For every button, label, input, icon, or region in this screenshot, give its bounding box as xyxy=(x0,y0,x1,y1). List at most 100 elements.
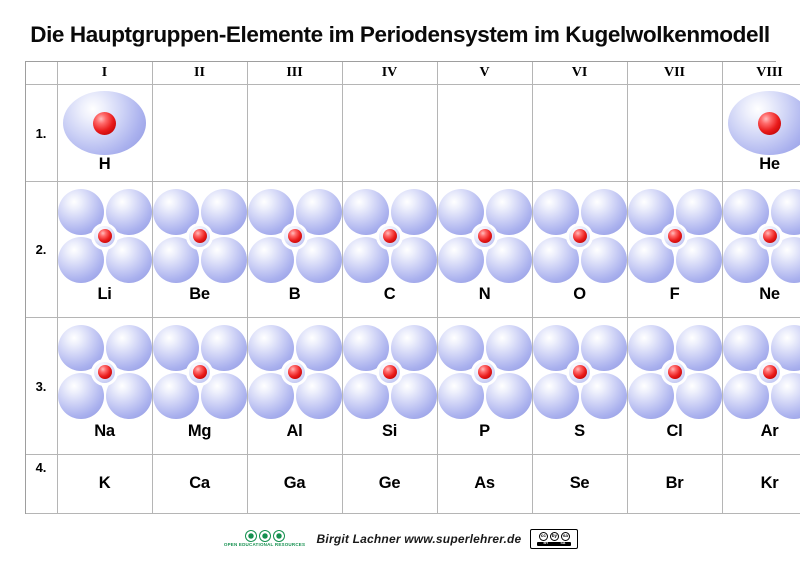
periodic-table: I II III IV V VI VII VIII 1. H He 2. Li Be B C N O F Ne 3. Na… xyxy=(24,61,800,514)
oer-circle-icon xyxy=(272,530,285,542)
electron-cloud-icon xyxy=(342,325,389,371)
element-cell-Ne: Ne xyxy=(722,182,800,318)
nucleus-icon xyxy=(382,229,397,243)
element-cell-Ge: Ge xyxy=(342,455,438,514)
element-cell-Ga: Ga xyxy=(247,455,343,514)
atom-model-four-clouds xyxy=(627,189,722,283)
electron-cloud-icon xyxy=(722,237,769,283)
element-symbol: Na xyxy=(94,422,115,440)
element-cell-empty xyxy=(342,85,438,182)
nucleus-icon xyxy=(667,229,682,243)
electron-cloud-icon xyxy=(532,325,579,371)
element-symbol: F xyxy=(669,285,680,303)
element-symbol: C xyxy=(383,285,396,303)
element-symbol: B xyxy=(288,285,301,303)
atom-model-four-clouds xyxy=(247,325,342,419)
period-label-4: 4. xyxy=(25,455,58,514)
electron-cloud-icon xyxy=(390,189,437,235)
element-symbol: Ne xyxy=(759,285,780,303)
element-cell-Kr: Kr xyxy=(722,455,800,514)
atom-model-four-clouds xyxy=(532,325,627,419)
electron-cloud-icon xyxy=(342,237,389,283)
oer-circle-icon xyxy=(244,530,257,542)
electron-cloud-icon xyxy=(485,189,532,235)
element-cell-empty xyxy=(247,85,343,182)
electron-cloud-icon xyxy=(390,237,437,283)
atom-model-four-clouds xyxy=(627,325,722,419)
group-header-V: V xyxy=(437,62,533,85)
group-header-VIII: VIII xyxy=(722,62,800,85)
electron-cloud-icon xyxy=(675,373,722,419)
electron-cloud-icon xyxy=(247,237,294,283)
electron-cloud-icon xyxy=(532,373,579,419)
cc-bar-sa-label: SA xyxy=(560,541,566,546)
element-symbol: S xyxy=(574,422,585,440)
electron-cloud-icon xyxy=(627,373,674,419)
atom-model-four-clouds xyxy=(57,325,152,419)
electron-cloud-icon xyxy=(57,237,104,283)
element-cell-He: He xyxy=(722,85,800,182)
element-cell-H: H xyxy=(57,85,153,182)
electron-cloud-icon xyxy=(675,237,722,283)
element-cell-empty xyxy=(627,85,723,182)
electron-cloud-icon xyxy=(342,373,389,419)
electron-cloud-icon xyxy=(200,373,247,419)
electron-cloud-icon xyxy=(437,237,484,283)
electron-cloud-icon xyxy=(247,325,294,371)
electron-cloud-icon xyxy=(485,325,532,371)
element-cell-Cl: Cl xyxy=(627,318,723,455)
atom-model-four-clouds xyxy=(247,189,342,283)
electron-cloud-icon xyxy=(390,325,437,371)
element-symbol: N xyxy=(478,285,491,303)
atom-model-four-clouds xyxy=(342,325,437,419)
group-header-VI: VI xyxy=(532,62,628,85)
electron-cloud-icon xyxy=(247,373,294,419)
electron-cloud-icon xyxy=(247,189,294,235)
element-cell-O: O xyxy=(532,182,628,318)
cc-bar-by-label: BY xyxy=(543,541,549,546)
element-symbol: As xyxy=(474,473,495,492)
corner-cell xyxy=(25,62,58,85)
electron-cloud-icon xyxy=(627,189,674,235)
atom-model-four-clouds xyxy=(437,325,532,419)
electron-cloud-icon xyxy=(390,373,437,419)
element-cell-K: K xyxy=(57,455,153,514)
element-cell-N: N xyxy=(437,182,533,318)
electron-cloud-icon xyxy=(152,325,199,371)
footer: OPEN EDUCATIONAL RESOURCES Birgit Lachne… xyxy=(0,529,800,549)
element-cell-Al: Al xyxy=(247,318,343,455)
electron-cloud-icon xyxy=(200,189,247,235)
element-cell-B: B xyxy=(247,182,343,318)
electron-cloud-icon xyxy=(627,325,674,371)
element-cell-Li: Li xyxy=(57,182,153,318)
nucleus-icon xyxy=(762,365,777,379)
element-cell-Ca: Ca xyxy=(152,455,248,514)
element-cell-As: As xyxy=(437,455,533,514)
element-cell-S: S xyxy=(532,318,628,455)
electron-cloud-icon xyxy=(675,189,722,235)
electron-cloud-icon xyxy=(105,373,152,419)
element-symbol: Kr xyxy=(760,473,779,492)
nucleus-icon xyxy=(287,365,302,379)
element-symbol: Ar xyxy=(760,422,779,440)
cc-icons: cc by sa xyxy=(538,532,570,541)
electron-cloud-icon xyxy=(722,189,769,235)
cc-by-icon: by xyxy=(549,532,559,541)
nucleus-icon xyxy=(93,111,116,135)
nucleus-icon xyxy=(572,365,587,379)
electron-cloud-icon xyxy=(437,373,484,419)
electron-cloud-icon xyxy=(57,189,104,235)
element-symbol: Li xyxy=(97,285,112,303)
element-cell-Br: Br xyxy=(627,455,723,514)
oer-circles-icon xyxy=(244,530,286,542)
nucleus-icon xyxy=(97,229,112,243)
element-cell-empty xyxy=(152,85,248,182)
element-cell-Be: Be xyxy=(152,182,248,318)
nucleus-icon xyxy=(762,229,777,243)
cc-license-badge: cc by sa BY SA xyxy=(530,529,579,549)
oer-caption: OPEN EDUCATIONAL RESOURCES xyxy=(223,542,306,547)
electron-cloud-icon xyxy=(485,237,532,283)
nucleus-icon xyxy=(572,229,587,243)
electron-cloud-icon xyxy=(580,325,627,371)
electron-cloud-icon xyxy=(200,325,247,371)
